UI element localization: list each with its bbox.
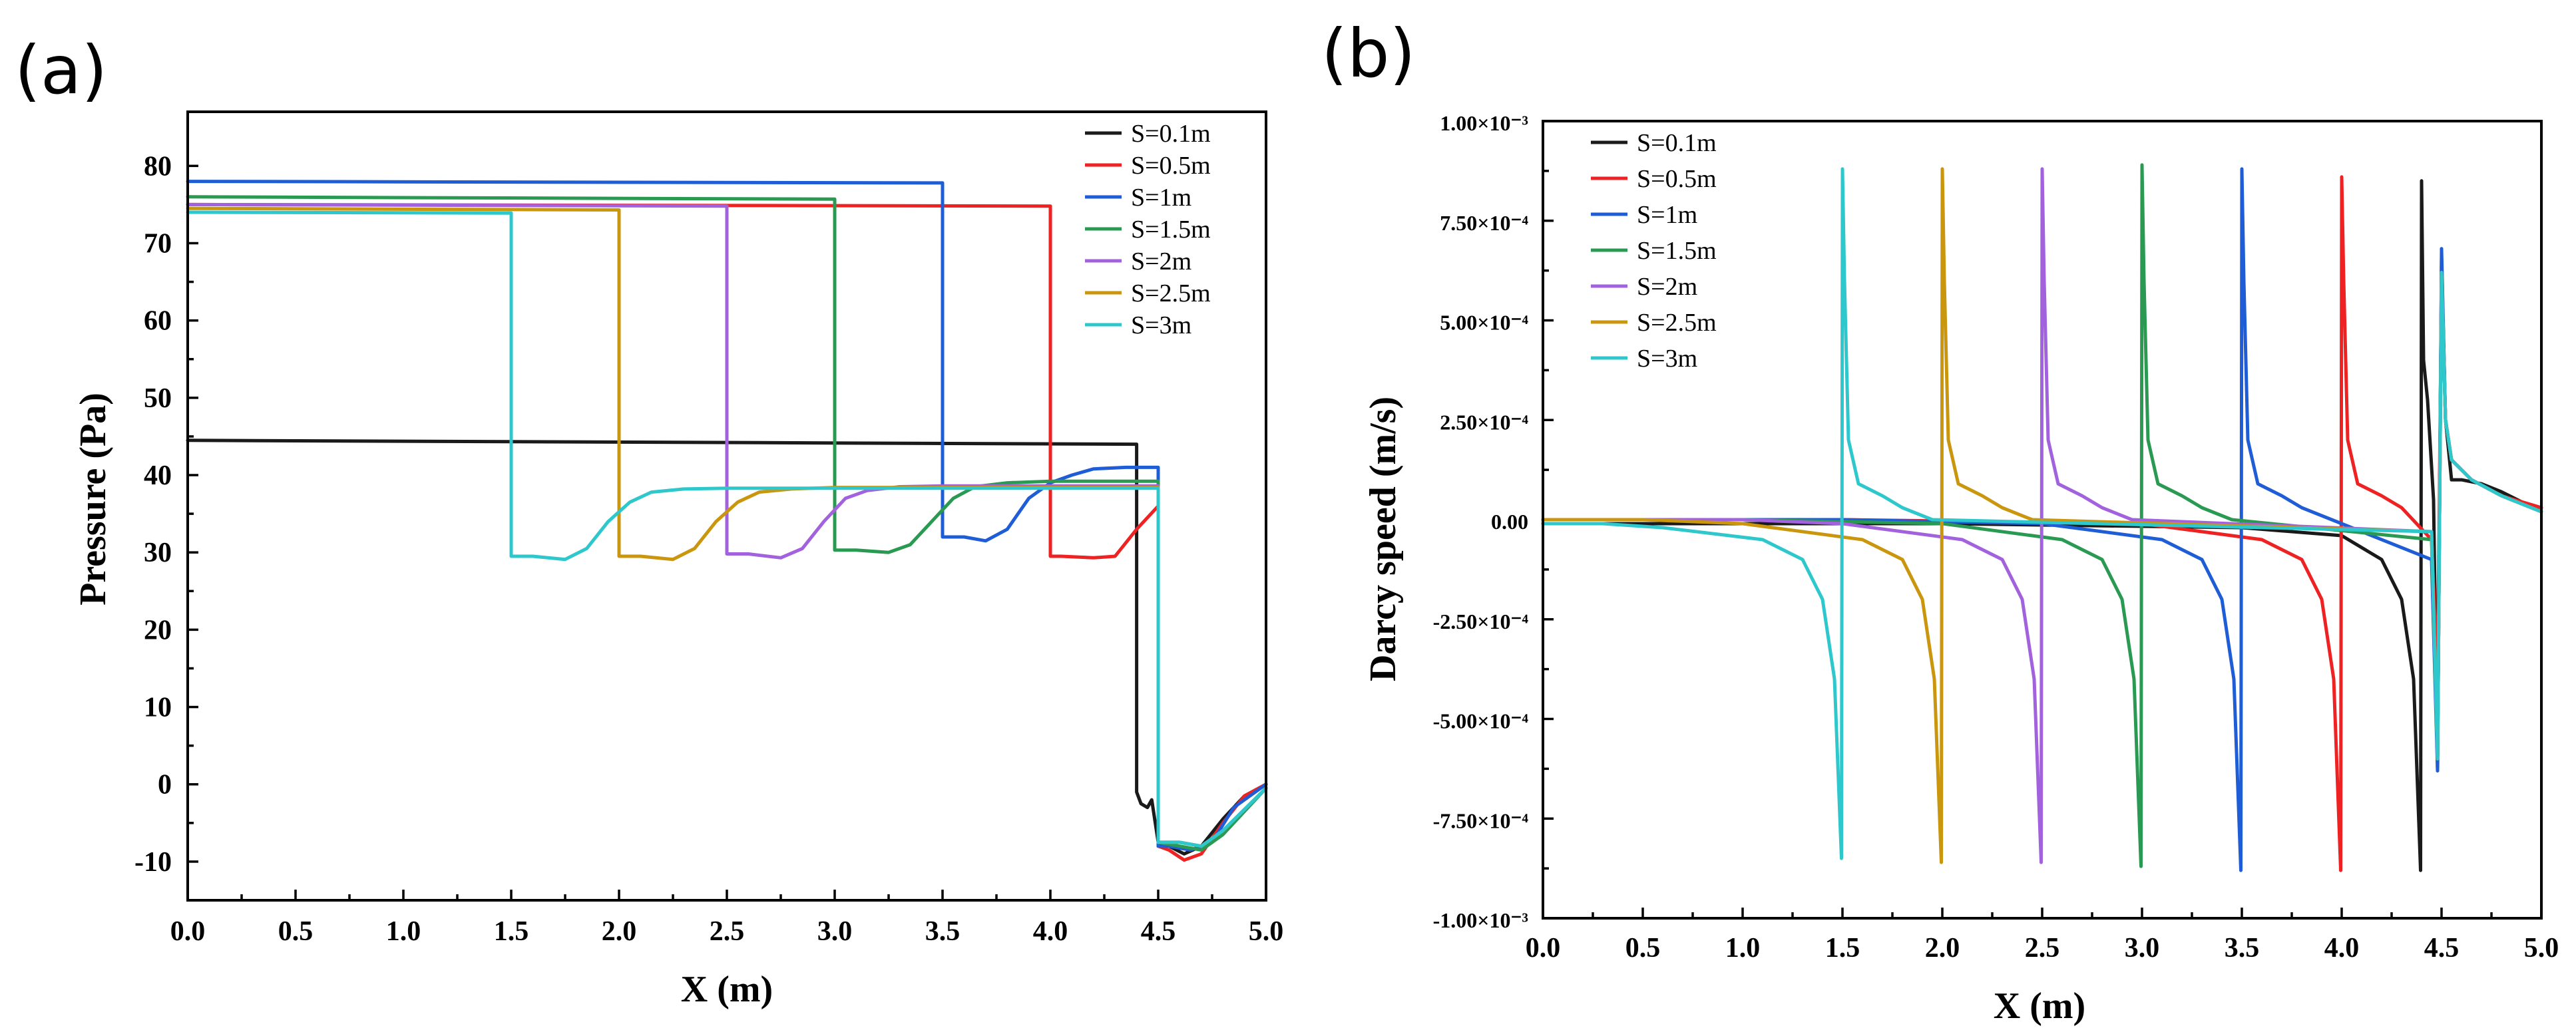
- panel-b-y-axis-title: Darcy speed (m/s): [1363, 397, 1404, 681]
- legend-entry: S=3m: [1637, 345, 1697, 373]
- x-tick-label: 4.5: [1141, 916, 1176, 947]
- panel-a-y-axis-title: Pressure (Pa): [73, 393, 114, 605]
- x-tick-label: 2.5: [2025, 933, 2060, 963]
- x-tick-label: 4.0: [1033, 916, 1068, 947]
- x-tick-label: 0.0: [170, 916, 206, 947]
- legend-entry: S=2.5m: [1131, 279, 1211, 307]
- panel-a-legend: S=0.1m S=0.5m S=1m S=1.5m S=2m S=2.5m S=3m: [1085, 120, 1211, 339]
- y-tick-label: 0: [158, 770, 172, 800]
- x-tick-label: 1.5: [494, 916, 529, 947]
- x-tick-label: 1.5: [1825, 933, 1860, 963]
- y-tick-label: 40: [144, 460, 172, 491]
- y-tick-label: -1.00×10⁻³: [1433, 908, 1528, 932]
- series-line-s-3m: [186, 210, 1268, 848]
- x-tick-label: 4.5: [2424, 933, 2460, 963]
- panel-a-plot-frame: [186, 110, 1267, 902]
- panel-b-series: [1541, 163, 2543, 872]
- x-tick-label: 5.0: [2524, 933, 2559, 963]
- y-tick-label: 20: [144, 615, 172, 645]
- legend-entry: S=1m: [1637, 201, 1697, 229]
- y-tick-label: 10: [144, 693, 172, 723]
- legend-entry: S=2.5m: [1637, 309, 1717, 337]
- y-tick-label: 7.50×10⁻⁴: [1440, 211, 1528, 235]
- legend-entry: S=0.5m: [1131, 152, 1211, 180]
- y-tick-label: -10: [134, 847, 172, 878]
- panel-a-pressure-chart: (a) X (m) Pressure (Pa) 0.0 0.5 1.0 1.5 2.0 2…: [15, 31, 1283, 1010]
- x-tick-label: 3.5: [2225, 933, 2260, 963]
- y-tick-label: 5.00×10⁻⁴: [1440, 311, 1528, 335]
- x-tick-label: 2.5: [710, 916, 745, 947]
- series-line-s-2m: [186, 202, 1268, 848]
- x-tick-label: 4.0: [2324, 933, 2360, 963]
- y-tick-label: -2.50×10⁻⁴: [1433, 609, 1529, 633]
- legend-entry: S=0.1m: [1637, 129, 1717, 157]
- x-tick-label: 0.5: [1625, 933, 1661, 963]
- legend-entry: S=1.5m: [1637, 237, 1717, 265]
- panel-a-letter: (a): [15, 31, 107, 109]
- y-tick-label: 2.50×10⁻⁴: [1440, 410, 1528, 434]
- panel-a-series: [186, 180, 1268, 862]
- x-tick-label: 2.0: [602, 916, 637, 947]
- panel-b-letter: (b): [1321, 15, 1416, 92]
- series-line-s-3m: [1541, 167, 2543, 860]
- panel-b-y-tick-labels: -1.00×10⁻³ -7.50×10⁻⁴ -5.00×10⁻⁴ -2.50×10⁻⁴…: [1433, 111, 1529, 932]
- legend-entry: S=1.5m: [1131, 216, 1211, 244]
- y-tick-label: 80: [144, 151, 172, 182]
- y-tick-label: 1.00×10⁻³: [1440, 111, 1528, 135]
- panel-b-darcy-speed-chart: (b) X (m) Darcy speed (m/s) 0.0 0.5 1.0 1.5…: [1321, 15, 2559, 1027]
- panel-b-x-tick-labels: 0.0 0.5 1.0 1.5 2.0 2.5 3.0 3.5 4.0 4.5 5.0: [1526, 933, 2559, 963]
- y-tick-label: -5.00×10⁻⁴: [1433, 709, 1529, 733]
- y-tick-label: 0.00: [1491, 510, 1528, 534]
- panel-a-x-axis-title: X (m): [681, 969, 773, 1010]
- x-tick-label: 3.0: [2125, 933, 2160, 963]
- legend-entry: S=0.1m: [1131, 120, 1211, 148]
- x-tick-label: 0.0: [1526, 933, 1561, 963]
- panel-a-y-tick-labels: -10 0 10 20 30 40 50 60 70 80: [134, 151, 172, 878]
- y-tick-label: 50: [144, 383, 172, 414]
- x-tick-label: 2.0: [1925, 933, 1960, 963]
- y-tick-label: 30: [144, 538, 172, 568]
- x-tick-label: 3.0: [817, 916, 853, 947]
- legend-entry: S=2m: [1131, 248, 1191, 275]
- x-tick-label: 1.0: [386, 916, 421, 947]
- x-tick-label: 5.0: [1249, 916, 1284, 947]
- legend-entry: S=0.5m: [1637, 165, 1717, 193]
- legend-entry: S=3m: [1131, 311, 1191, 339]
- panel-b-plot-frame: [1542, 120, 2543, 920]
- y-tick-label: 70: [144, 229, 172, 259]
- x-tick-label: 0.5: [278, 916, 314, 947]
- panel-b-x-axis-title: X (m): [1994, 985, 2085, 1027]
- series-line-s-0-1m: [1541, 179, 2543, 872]
- panel-b-legend: S=0.1m S=0.5m S=1m S=1.5m S=2m S=2.5m S=3m: [1591, 129, 1717, 373]
- y-tick-label: -7.50×10⁻⁴: [1433, 808, 1529, 832]
- panel-a-x-tick-labels: 0.0 0.5 1.0 1.5 2.0 2.5 3.0 3.5 4.0 4.5 5.0: [170, 916, 1284, 947]
- legend-entry: S=1m: [1131, 184, 1191, 212]
- x-tick-label: 3.5: [925, 916, 961, 947]
- y-tick-label: 60: [144, 306, 172, 337]
- x-tick-label: 1.0: [1725, 933, 1761, 963]
- legend-entry: S=2m: [1637, 273, 1697, 301]
